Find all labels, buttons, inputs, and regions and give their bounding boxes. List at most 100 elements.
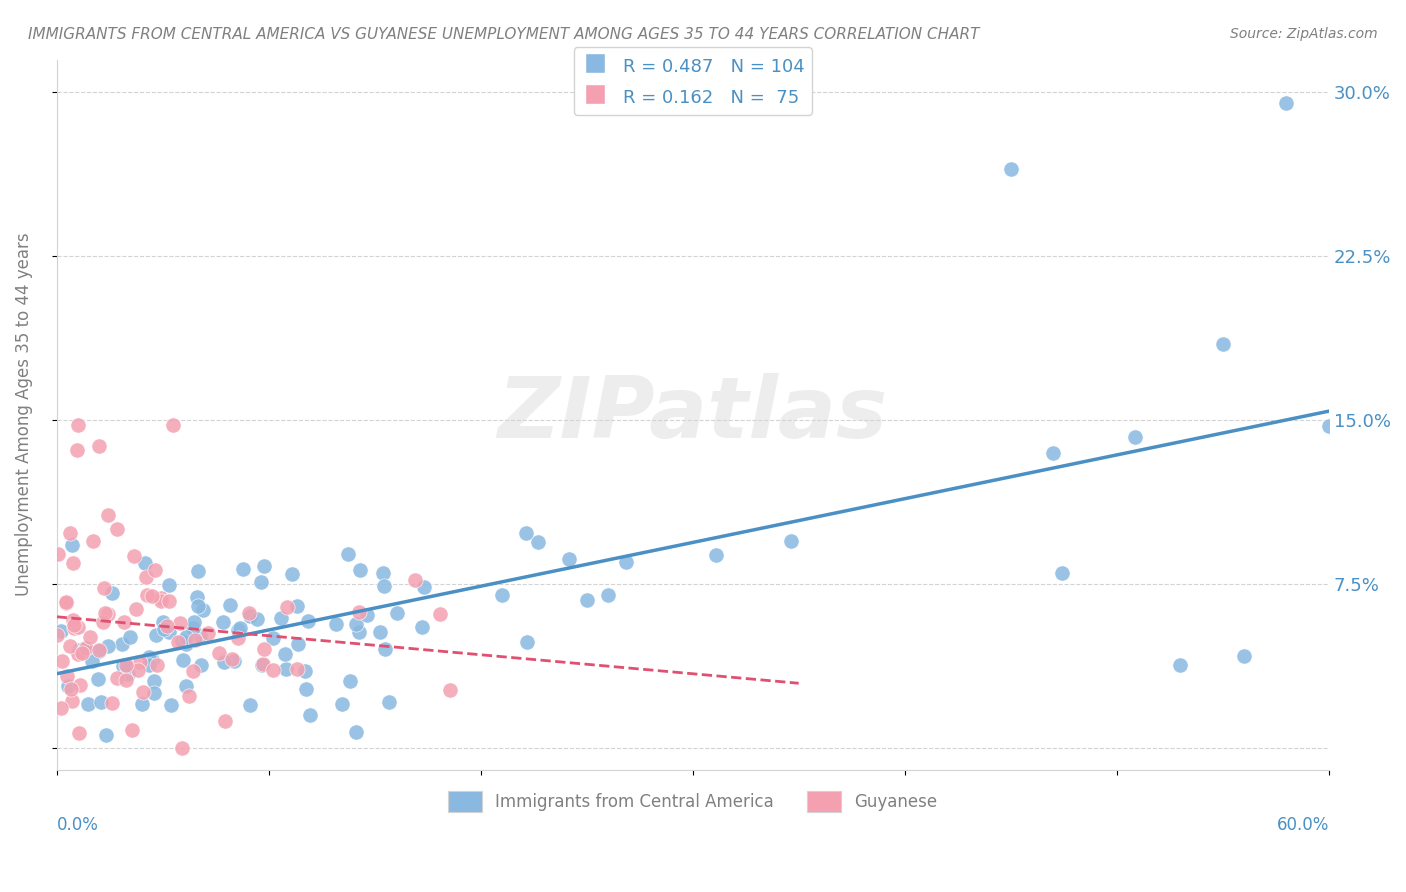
Point xyxy=(49,624,72,638)
Point xyxy=(325,617,347,632)
Point xyxy=(174,637,197,651)
Point xyxy=(143,686,166,700)
Point xyxy=(170,633,193,648)
Point xyxy=(229,621,252,635)
Point xyxy=(1170,657,1192,672)
Point xyxy=(112,615,135,629)
Point xyxy=(138,650,160,665)
Point xyxy=(252,657,274,671)
Point xyxy=(146,658,169,673)
Point xyxy=(347,624,370,639)
Point xyxy=(515,526,537,541)
Point xyxy=(87,644,110,658)
Point xyxy=(160,698,183,712)
Point xyxy=(193,603,215,617)
Point xyxy=(87,672,110,686)
Point xyxy=(297,614,319,628)
Point xyxy=(132,684,155,698)
Point xyxy=(280,566,302,581)
Point xyxy=(67,726,90,740)
Point xyxy=(87,439,110,453)
Point xyxy=(527,534,550,549)
Point xyxy=(157,577,180,591)
Point xyxy=(183,615,205,629)
Point xyxy=(1050,566,1073,581)
Point xyxy=(491,588,513,602)
Point xyxy=(89,642,111,657)
Point xyxy=(1233,649,1256,664)
Point xyxy=(55,594,77,608)
Point xyxy=(97,639,120,653)
Point xyxy=(152,622,174,636)
Point xyxy=(115,659,138,673)
Point xyxy=(373,579,395,593)
Point xyxy=(93,582,115,596)
Point xyxy=(162,417,184,432)
Point xyxy=(94,728,117,742)
Point xyxy=(218,598,240,612)
Point xyxy=(128,655,150,669)
Point xyxy=(368,624,391,639)
Point xyxy=(285,662,308,676)
Point xyxy=(117,667,139,681)
Point xyxy=(157,594,180,608)
Point xyxy=(177,690,200,704)
Point xyxy=(152,615,174,629)
Point xyxy=(66,442,89,457)
Point xyxy=(121,723,143,737)
Point xyxy=(174,630,197,644)
Text: 0.0%: 0.0% xyxy=(56,816,98,834)
Point xyxy=(197,626,219,640)
Point xyxy=(214,655,236,669)
Point xyxy=(145,628,167,642)
Point xyxy=(221,651,243,665)
Point xyxy=(371,566,394,580)
Point xyxy=(62,556,84,570)
Point xyxy=(779,534,801,549)
Point xyxy=(387,607,409,621)
Point xyxy=(596,588,619,602)
Point xyxy=(67,643,90,657)
Point xyxy=(111,659,134,673)
Legend: Immigrants from Central America, Guyanese: Immigrants from Central America, Guyanes… xyxy=(441,785,943,818)
Point xyxy=(105,522,128,536)
Point xyxy=(228,623,250,637)
Point xyxy=(439,683,461,698)
Point xyxy=(378,695,401,709)
Point xyxy=(253,641,276,656)
Point xyxy=(188,629,211,643)
Point xyxy=(91,615,114,630)
Point xyxy=(124,602,146,616)
Point xyxy=(90,696,112,710)
Point xyxy=(174,679,197,693)
Point xyxy=(184,632,207,647)
Point xyxy=(1000,161,1022,176)
Point xyxy=(143,563,166,577)
Text: Source: ZipAtlas.com: Source: ZipAtlas.com xyxy=(1230,27,1378,41)
Point xyxy=(69,677,91,691)
Point xyxy=(299,708,322,723)
Point xyxy=(1123,430,1146,444)
Point xyxy=(141,652,163,666)
Point xyxy=(575,593,598,607)
Point xyxy=(181,664,204,678)
Point xyxy=(1042,446,1064,460)
Point xyxy=(136,588,159,602)
Point xyxy=(285,599,308,614)
Point xyxy=(1212,336,1234,351)
Point xyxy=(344,616,367,631)
Point xyxy=(186,590,208,604)
Point xyxy=(557,551,579,566)
Point xyxy=(704,548,727,562)
Point xyxy=(249,574,271,589)
Point xyxy=(187,564,209,578)
Point xyxy=(181,621,204,635)
Point xyxy=(412,580,434,594)
Point xyxy=(295,681,318,696)
Text: 60.0%: 60.0% xyxy=(1277,816,1329,834)
Point xyxy=(51,701,73,715)
Point xyxy=(66,417,89,432)
Point xyxy=(349,563,371,577)
Point xyxy=(287,637,309,651)
Point xyxy=(149,591,172,605)
